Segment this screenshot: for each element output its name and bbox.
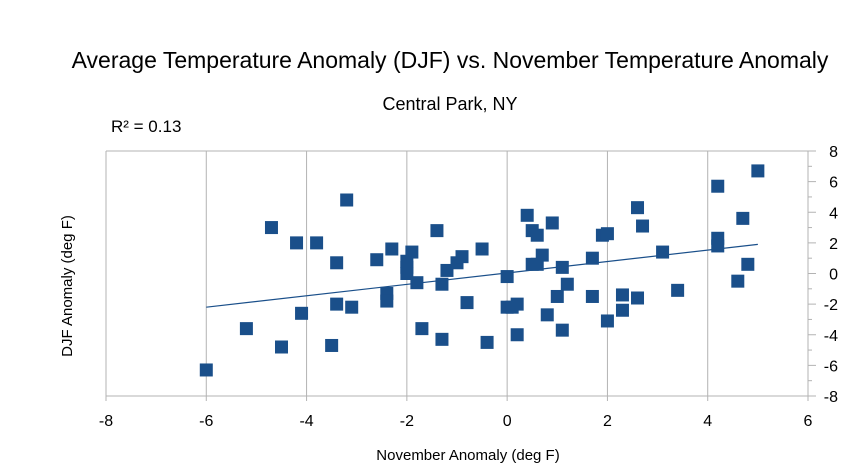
x-tick-label: 0 — [503, 413, 512, 430]
x-tick-label: -4 — [299, 413, 313, 430]
data-point — [239, 322, 253, 336]
data-point — [510, 297, 524, 311]
data-point — [199, 363, 213, 377]
data-point — [550, 289, 564, 303]
data-point — [555, 323, 569, 337]
data-point — [380, 294, 394, 308]
data-point — [656, 245, 670, 259]
x-tick-label: 6 — [804, 413, 813, 430]
data-point — [711, 179, 725, 193]
data-point — [455, 250, 469, 264]
data-point — [560, 277, 574, 291]
data-point — [530, 228, 544, 242]
data-point — [290, 236, 304, 250]
y-tick-label: -4 — [824, 328, 838, 345]
chart-title: Average Temperature Anomaly (DJF) vs. No… — [72, 47, 829, 73]
data-point — [345, 300, 359, 314]
x-tick-label: -2 — [400, 413, 414, 430]
data-point — [510, 328, 524, 342]
data-point — [615, 288, 629, 302]
y-tick-label: 2 — [829, 236, 838, 253]
data-point — [330, 256, 344, 270]
data-point — [325, 338, 339, 352]
data-point — [636, 219, 650, 233]
data-point — [585, 251, 599, 265]
data-point — [460, 296, 474, 310]
y-tick-label: -6 — [824, 358, 838, 375]
grid-lines — [105, 150, 809, 396]
data-point — [520, 208, 534, 222]
data-points — [199, 164, 765, 377]
y-tick-label: 8 — [829, 144, 838, 161]
data-point — [731, 274, 745, 288]
data-point — [330, 297, 344, 311]
y-tick-label: -2 — [824, 297, 838, 314]
data-point — [555, 260, 569, 274]
tick-labels: -8 -6 -4 -2 0 2 4 6 -8 -6 -4 -2 0 2 4 6 8 — [99, 144, 838, 430]
x-axis-label: November Anomaly (deg F) — [376, 447, 559, 464]
data-point — [400, 267, 414, 280]
data-point — [480, 335, 494, 349]
data-point — [440, 263, 454, 277]
data-point — [751, 164, 765, 178]
chart-subtitle: Central Park, NY — [382, 94, 517, 114]
data-point — [430, 224, 444, 238]
r-squared-annotation: R² = 0.13 — [111, 117, 181, 136]
data-point — [415, 322, 429, 336]
data-point — [741, 257, 755, 271]
data-point — [410, 276, 424, 290]
y-axis-label: DJF Anomaly (deg F) — [59, 215, 76, 357]
x-tick-label: -8 — [99, 413, 113, 430]
data-point — [405, 245, 419, 259]
axes — [105, 150, 816, 401]
data-point — [545, 216, 559, 230]
data-point — [275, 340, 288, 354]
data-point — [435, 277, 449, 291]
data-point — [615, 303, 629, 317]
data-point — [671, 283, 685, 297]
data-point — [736, 211, 750, 225]
data-point — [535, 248, 549, 262]
data-point — [310, 236, 324, 250]
x-tick-label: 2 — [603, 413, 612, 430]
data-point — [500, 270, 514, 284]
data-point — [600, 227, 614, 241]
data-point — [295, 306, 309, 320]
y-tick-label: 4 — [829, 205, 838, 222]
data-point — [600, 314, 614, 328]
data-point — [631, 201, 645, 215]
data-point — [475, 242, 489, 256]
data-point — [540, 308, 554, 322]
data-point — [370, 253, 384, 267]
y-tick-label: -8 — [824, 389, 838, 406]
data-point — [264, 221, 278, 235]
x-tick-label: 4 — [703, 413, 712, 430]
data-point — [711, 239, 725, 253]
x-tick-label: -6 — [199, 413, 213, 430]
y-tick-label: 0 — [829, 267, 838, 284]
y-tick-label: 6 — [829, 175, 838, 192]
data-point — [385, 242, 399, 256]
data-point — [435, 332, 449, 346]
data-point — [585, 289, 599, 303]
data-point — [340, 193, 354, 207]
data-point — [631, 291, 645, 305]
